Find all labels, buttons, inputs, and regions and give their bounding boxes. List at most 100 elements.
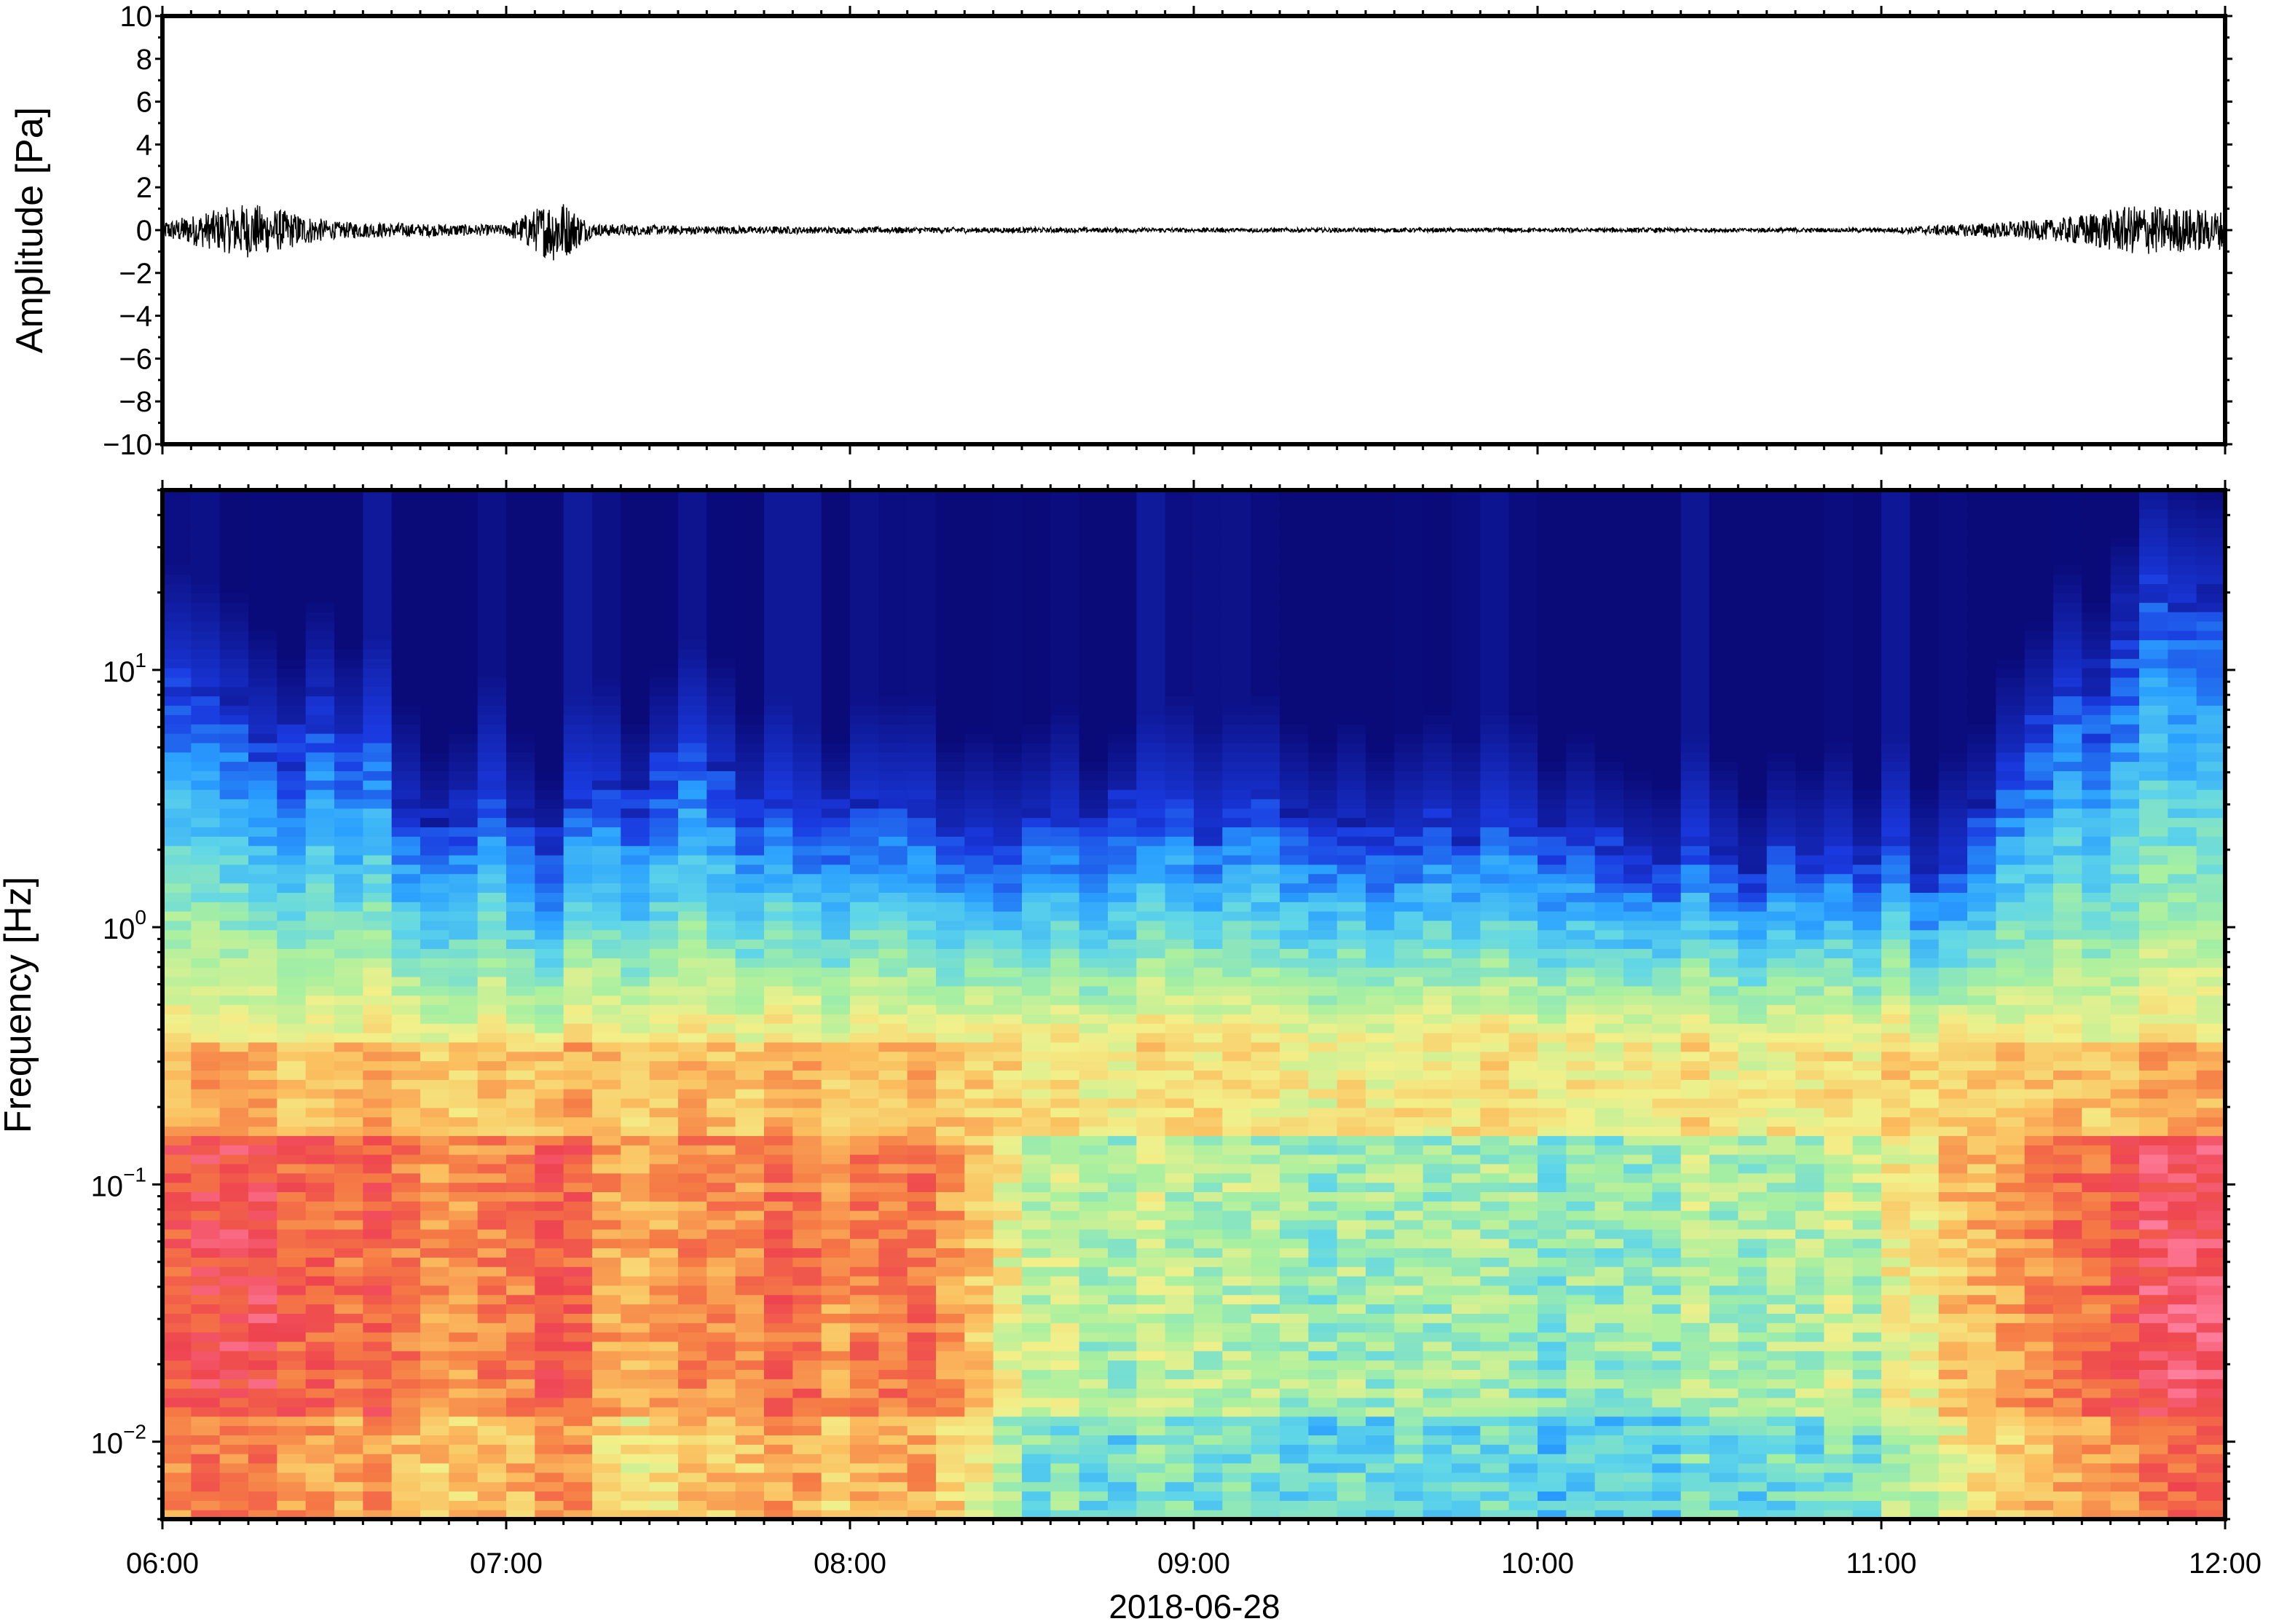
- spectrogram-cell: [621, 620, 650, 631]
- spectrogram-cell: [850, 1229, 879, 1239]
- spectrogram-cell: [449, 1332, 479, 1342]
- spectrogram-cell: [420, 976, 449, 987]
- spectrogram-cell: [1422, 1425, 1452, 1435]
- spectrogram-cell: [1165, 1285, 1194, 1296]
- spectrogram-cell: [878, 1023, 908, 1033]
- spectrogram-cell: [649, 1369, 679, 1379]
- spectrogram-cell: [219, 892, 249, 902]
- spectrogram-cell: [592, 724, 621, 734]
- spectrogram-cell: [1452, 1416, 1481, 1427]
- spectrogram-cell: [334, 761, 363, 771]
- spectrogram-cell: [907, 854, 937, 865]
- spectrogram-cell: [248, 733, 278, 744]
- spectrogram-cell: [1366, 518, 1395, 528]
- spectrogram-cell: [477, 537, 507, 547]
- spectrogram-cell: [477, 1210, 507, 1221]
- spectrogram-cell: [1050, 1097, 1080, 1108]
- spectrogram-cell: [1251, 1070, 1280, 1080]
- spectrogram-cell: [878, 1182, 908, 1193]
- spectrogram-cell: [1222, 1369, 1252, 1379]
- spectrogram-cell: [1394, 1379, 1424, 1389]
- spectrogram-cell: [592, 1051, 621, 1062]
- spectrogram-cell: [305, 1481, 335, 1492]
- spectrogram-cell: [821, 1266, 851, 1277]
- spectrogram-cell: [162, 752, 192, 762]
- spectrogram-cell: [535, 1491, 564, 1501]
- spectrogram-cell: [1108, 854, 1137, 865]
- spectrogram-cell: [391, 1454, 421, 1464]
- spectrogram-cell: [1394, 770, 1424, 781]
- spectrogram-cell: [850, 854, 879, 865]
- spectrogram-cell: [649, 620, 679, 631]
- spectrogram-cell: [907, 1154, 937, 1164]
- spectrogram-cell: [248, 537, 278, 547]
- spectrogram-cell: [735, 1126, 765, 1136]
- spectrogram-cell: [1422, 518, 1452, 528]
- spectrogram-cell: [305, 1323, 335, 1333]
- spectrogram-cell: [363, 920, 393, 931]
- spectrogram-cell: [993, 1406, 1023, 1417]
- spectrogram-cell: [621, 883, 650, 893]
- spectrogram-cell: [1050, 1041, 1080, 1052]
- spectrogram-cell: [1222, 873, 1252, 884]
- spectrogram-cell: [936, 864, 965, 875]
- spectrogram-cell: [1394, 490, 1424, 500]
- spectrogram-cell: [936, 620, 965, 631]
- spectrogram-cell: [563, 1500, 593, 1510]
- spectrogram-cell: [334, 902, 363, 912]
- spectrogram-cell: [707, 1350, 736, 1361]
- spectrogram-cell: [277, 958, 307, 968]
- spectrogram-cell: [363, 499, 393, 510]
- spectrogram-cell: [821, 1154, 851, 1164]
- spectrogram-cell: [334, 1182, 363, 1193]
- spectrogram-cell: [363, 1500, 393, 1510]
- spectrogram-cell: [821, 752, 851, 762]
- spectrogram-cell: [792, 873, 822, 884]
- spectrogram-cell: [907, 808, 937, 819]
- spectrogram-cell: [878, 1145, 908, 1155]
- spectrogram-cell: [850, 873, 879, 884]
- spectrogram-cell: [1079, 798, 1109, 809]
- spectrogram-cell: [1251, 892, 1280, 902]
- spectrogram-cell: [792, 892, 822, 902]
- spectrogram-cell: [964, 518, 994, 528]
- spectrogram-cell: [162, 1266, 192, 1277]
- spectrogram-cell: [334, 1444, 363, 1454]
- spectrogram-cell: [1308, 1201, 1338, 1211]
- spectrogram-cell: [1308, 1444, 1338, 1454]
- spectrogram-cell: [1308, 1257, 1338, 1267]
- spectrogram-cell: [1337, 1425, 1366, 1435]
- spectrogram-cell: [1165, 1107, 1194, 1118]
- spectrogram-cell: [506, 854, 535, 865]
- spectrogram-cell: [535, 939, 564, 950]
- spectrogram-cell: [391, 630, 421, 641]
- spectrogram-cell: [878, 920, 908, 931]
- spectrogram-cell: [1050, 555, 1080, 566]
- spectrogram-cell: [563, 1332, 593, 1342]
- spectrogram-cell: [792, 1435, 822, 1445]
- spectrogram-cell: [363, 668, 393, 678]
- spectrogram-cell: [1022, 902, 1051, 912]
- spectrogram-cell: [1280, 1462, 1309, 1473]
- spectrogram-cell: [219, 724, 249, 734]
- spectrogram-cell: [449, 1369, 479, 1379]
- spectrogram-cell: [1165, 564, 1194, 575]
- spectrogram-cell: [792, 780, 822, 790]
- spectrogram-cell: [792, 668, 822, 678]
- spectrogram-cell: [764, 1481, 793, 1492]
- spectrogram-cell: [506, 1416, 535, 1427]
- spectrogram-cell: [1422, 976, 1452, 987]
- spectrogram-cell: [993, 817, 1023, 828]
- spectrogram-cell: [391, 1406, 421, 1417]
- spectrogram-cell: [191, 817, 221, 828]
- spectrogram-cell: [1079, 1219, 1109, 1230]
- spectrogram-cell: [277, 499, 307, 510]
- spectrogram-cell: [1251, 1406, 1280, 1417]
- spectrogram-cell: [678, 1089, 707, 1099]
- spectrogram-cell: [649, 995, 679, 1006]
- spectrogram-cell: [649, 1182, 679, 1193]
- spectrogram-cell: [1108, 1462, 1137, 1473]
- spectrogram-cell: [1022, 1313, 1051, 1323]
- spectrogram-cell: [1165, 1210, 1194, 1221]
- spectrogram-cell: [878, 518, 908, 528]
